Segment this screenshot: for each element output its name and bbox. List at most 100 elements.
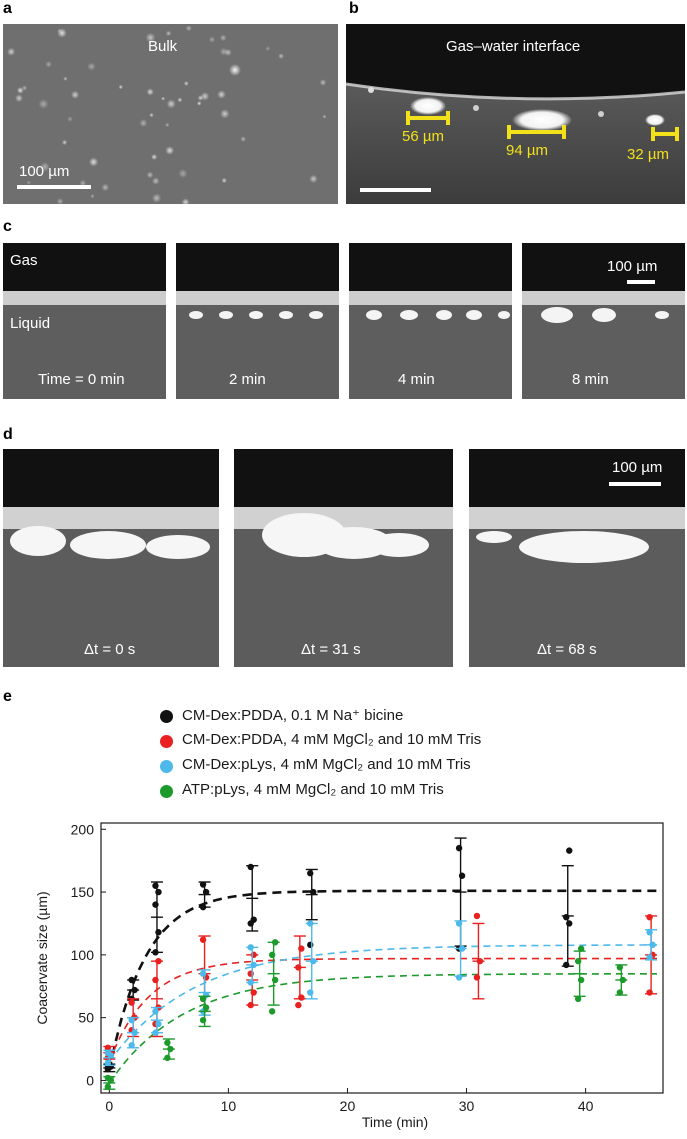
data-group <box>305 920 318 1000</box>
data-group <box>246 944 259 986</box>
fit-line-4 <box>108 973 657 1084</box>
data-group <box>150 881 163 956</box>
particle <box>278 53 285 60</box>
panel-b-label: Gas–water interface <box>446 38 581 55</box>
data-point <box>164 1054 171 1062</box>
panel-b-interface-image: Gas–water interface 56 µm 94 µm 32 µm <box>346 24 685 204</box>
data-point <box>574 995 582 1003</box>
panel-d-time-1: Δt = 31 s <box>301 641 361 658</box>
particle <box>7 47 16 56</box>
particle <box>79 179 87 187</box>
interface-render <box>346 24 685 204</box>
fit-line-2 <box>108 957 657 1062</box>
data-point <box>455 920 463 927</box>
particle <box>151 193 162 203</box>
coacervate-size-chart: 0 10 20 30 40 0 50 100 150 200 Time (min) Coacerv… <box>34 821 664 1130</box>
panel-a-scale-bar <box>17 185 91 189</box>
y-tick-label: 50 <box>78 1010 94 1026</box>
particle <box>146 88 154 96</box>
particle <box>71 90 80 99</box>
y-tick-label: 200 <box>71 821 95 837</box>
data-point <box>104 1049 112 1057</box>
particle <box>118 84 124 90</box>
data-point <box>131 1029 138 1036</box>
data-point <box>616 989 624 996</box>
legend-dot <box>160 735 173 748</box>
particle <box>152 177 160 185</box>
particle <box>183 81 189 86</box>
data-point <box>271 976 279 984</box>
data-point <box>199 881 207 888</box>
particle <box>220 109 230 119</box>
data-point <box>155 957 162 965</box>
particle <box>208 36 216 43</box>
particle <box>90 194 95 199</box>
particle <box>219 34 227 42</box>
particle <box>165 122 170 128</box>
particle <box>319 79 327 86</box>
data-point <box>310 888 317 896</box>
particle <box>178 169 188 178</box>
data-point <box>250 961 257 969</box>
particle <box>265 46 271 52</box>
data-point <box>307 941 314 949</box>
data-point <box>152 976 159 984</box>
fit-line-1 <box>108 889 657 1071</box>
data-group <box>103 1049 116 1067</box>
droplet-size-3: 32 µm <box>627 146 669 163</box>
legend-label: ATP:pLys, 4 mM MgCl₂ and 10 mM Tris <box>182 781 444 798</box>
data-point <box>152 901 159 908</box>
data-point <box>199 903 207 911</box>
data-point <box>271 939 279 946</box>
data-point <box>307 870 314 877</box>
panel-d-time-0: Δt = 0 s <box>84 641 136 658</box>
particle <box>181 198 190 204</box>
data-group <box>198 995 211 1028</box>
data-group <box>573 945 586 1003</box>
x-tick-label: 20 <box>340 1098 356 1114</box>
data-point <box>574 957 582 965</box>
particle <box>38 99 49 109</box>
particle <box>309 174 318 184</box>
y-axis-label: Coacervate size (µm) <box>34 891 50 1024</box>
data-group <box>150 1006 163 1036</box>
data-point <box>104 1083 112 1090</box>
data-group <box>127 976 140 1003</box>
particle <box>146 171 154 179</box>
particle <box>149 112 154 118</box>
particle <box>177 97 183 103</box>
legend-label: CM-Dex:PDDA, 0.1 M Na⁺ bicine <box>182 707 404 724</box>
legend-item: CM-Dex:PDDA, 4 mM MgCl₂ and 10 mM Tris <box>160 730 580 755</box>
legend-label: CM-Dex:pLys, 4 mM MgCl₂ and 10 mM Tris <box>182 756 471 773</box>
data-point <box>455 844 463 852</box>
data-group <box>127 1016 140 1049</box>
data-point <box>455 974 463 981</box>
data-point <box>247 979 254 986</box>
plot-frame <box>100 822 664 1094</box>
data-point <box>104 1074 112 1082</box>
data-point <box>155 888 162 896</box>
panel-c-time-1: 2 min <box>229 371 266 388</box>
data-point <box>577 976 585 984</box>
particle <box>219 47 228 56</box>
panel-c-scale-label: 100 µm <box>607 258 658 275</box>
legend-item: CM-Dex:pLys, 4 mM MgCl₂ and 10 mM Tris <box>160 755 580 780</box>
particle <box>185 25 192 32</box>
data-point <box>566 847 573 854</box>
data-point <box>476 957 484 965</box>
data-point <box>295 1001 302 1009</box>
legend-dot <box>160 785 173 798</box>
data-group <box>103 1074 116 1090</box>
particle <box>166 99 176 109</box>
legend-label: CM-Dex:PDDA, 4 mM MgCl₂ and 10 mM Tris <box>182 731 482 748</box>
particle <box>200 92 210 101</box>
particle <box>139 119 148 128</box>
legend-item: CM-Dex:PDDA, 0.1 M Na⁺ bicine <box>160 705 580 730</box>
data-point <box>155 1020 162 1028</box>
data-point <box>563 961 570 969</box>
y-tick-label: 100 <box>71 947 95 963</box>
panel-b-scale-bar <box>360 188 431 192</box>
panel-c-time-3: 8 min <box>572 371 609 388</box>
data-point <box>199 936 207 943</box>
data-point <box>250 951 257 959</box>
